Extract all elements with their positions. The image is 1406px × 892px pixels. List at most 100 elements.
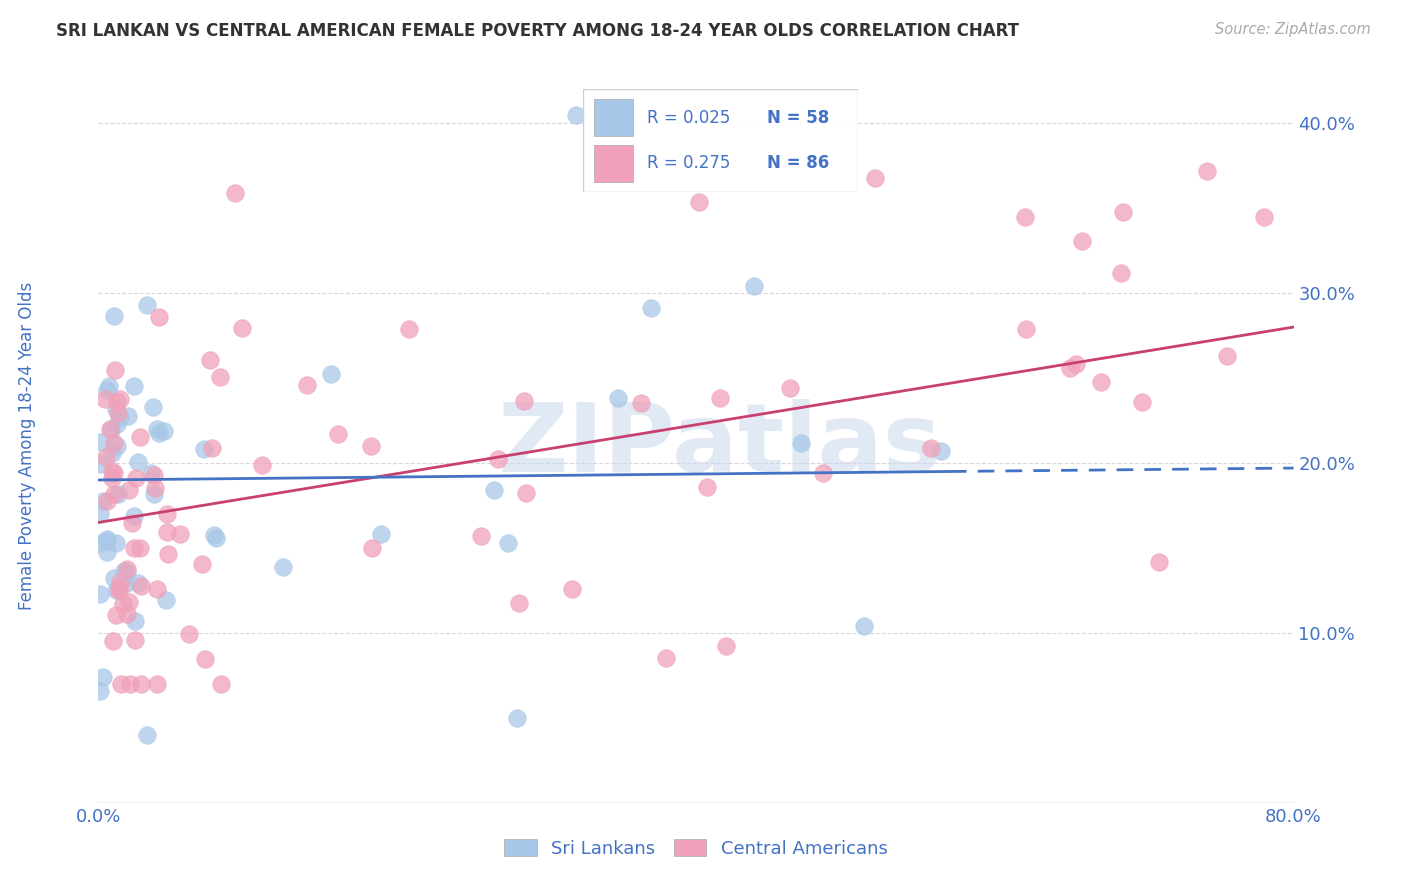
Text: R = 0.025: R = 0.025: [647, 109, 730, 127]
Point: [128, 430, 150, 444]
Text: R = 0.275: R = 0.275: [647, 154, 730, 172]
Point: [118, 483, 141, 497]
Point: [1111, 205, 1133, 219]
Point: [101, 464, 124, 478]
Point: [135, 728, 157, 742]
Point: [101, 634, 124, 648]
Point: [370, 527, 392, 541]
Point: [486, 451, 509, 466]
Point: [929, 444, 952, 458]
Point: [143, 481, 166, 495]
Point: [107, 487, 129, 501]
Point: [117, 409, 139, 423]
Point: [328, 427, 350, 442]
Point: [1070, 234, 1092, 248]
Text: SRI LANKAN VS CENTRAL AMERICAN FEMALE POVERTY AMONG 18-24 YEAR OLDS CORRELATION : SRI LANKAN VS CENTRAL AMERICAN FEMALE PO…: [56, 22, 1019, 40]
Point: [146, 677, 169, 691]
Point: [688, 195, 710, 210]
Point: [118, 677, 141, 691]
Point: [96, 532, 118, 546]
Point: [742, 278, 765, 293]
Point: [127, 576, 149, 591]
Point: [103, 435, 125, 450]
Point: [129, 541, 152, 556]
Point: [107, 406, 129, 420]
Point: [1130, 394, 1153, 409]
Point: [98, 422, 121, 436]
Point: [143, 487, 166, 501]
Point: [1064, 357, 1087, 371]
Point: [607, 391, 630, 405]
Point: [141, 467, 163, 481]
Point: [1216, 350, 1239, 364]
Point: [94, 450, 117, 465]
Point: [96, 384, 118, 398]
Point: [115, 562, 138, 576]
Point: [295, 377, 318, 392]
Point: [105, 439, 128, 453]
Point: [811, 467, 834, 481]
Point: [790, 436, 813, 450]
Point: [1195, 163, 1218, 178]
Point: [209, 370, 232, 384]
Point: [104, 583, 127, 598]
Point: [630, 396, 652, 410]
Point: [250, 458, 273, 472]
Point: [1015, 322, 1038, 336]
Point: [153, 425, 176, 439]
Point: [103, 571, 125, 585]
Point: [169, 527, 191, 541]
Point: [112, 597, 135, 611]
Point: [853, 619, 876, 633]
Point: [156, 508, 179, 522]
Point: [105, 536, 128, 550]
Point: [506, 711, 529, 725]
Point: [193, 442, 215, 456]
Point: [565, 108, 588, 122]
Point: [156, 547, 179, 561]
Point: [105, 402, 128, 417]
Text: N = 58: N = 58: [768, 109, 830, 127]
Point: [101, 471, 124, 485]
Point: [91, 494, 114, 508]
Point: [496, 536, 519, 550]
Point: [714, 640, 737, 654]
Text: Source: ZipAtlas.com: Source: ZipAtlas.com: [1215, 22, 1371, 37]
Point: [1253, 210, 1275, 224]
Point: [108, 392, 131, 406]
Point: [89, 587, 111, 601]
Point: [117, 607, 139, 622]
Point: [191, 557, 214, 571]
Bar: [595, 99, 633, 136]
Point: [98, 379, 121, 393]
Point: [513, 393, 536, 408]
Point: [655, 651, 678, 665]
Point: [108, 582, 131, 597]
Point: [104, 363, 127, 377]
Point: [155, 592, 177, 607]
Point: [96, 533, 118, 548]
Point: [1059, 360, 1081, 375]
Point: [398, 322, 420, 336]
Point: [515, 486, 537, 500]
Point: [135, 298, 157, 312]
Point: [89, 507, 111, 521]
Point: [103, 467, 125, 481]
Text: ZIPatlas: ZIPatlas: [498, 400, 942, 492]
Point: [146, 582, 169, 597]
Point: [89, 684, 111, 698]
Point: [108, 410, 131, 425]
Point: [94, 392, 117, 407]
Point: [124, 614, 146, 628]
Point: [319, 368, 342, 382]
Point: [142, 401, 165, 415]
Point: [209, 677, 232, 691]
Point: [194, 652, 217, 666]
Point: [103, 310, 125, 324]
Point: [1090, 375, 1112, 389]
Point: [108, 575, 131, 590]
Point: [117, 595, 139, 609]
Point: [205, 531, 228, 545]
Y-axis label: Female Poverty Among 18-24 Year Olds: Female Poverty Among 18-24 Year Olds: [18, 282, 37, 610]
Point: [779, 381, 801, 395]
